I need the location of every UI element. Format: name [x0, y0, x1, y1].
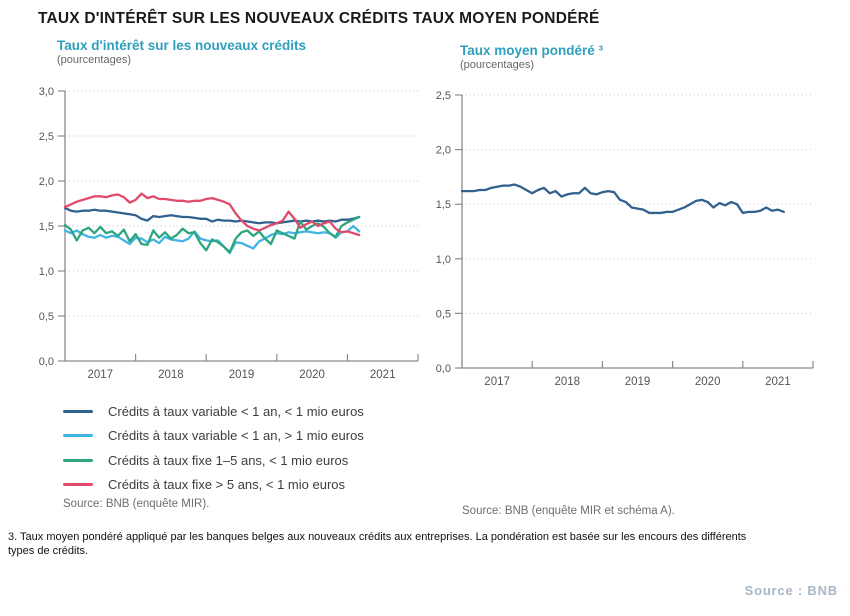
- legend-label: Crédits à taux fixe > 5 ans, < 1 mio eur…: [108, 477, 346, 493]
- x-tick-label: 2019: [625, 376, 651, 388]
- left-chart-legend: Crédits à taux variable < 1 an, < 1 mio …: [63, 399, 364, 497]
- y-tick-label: 0,0: [39, 356, 54, 368]
- x-tick-label: 2021: [370, 369, 396, 381]
- y-tick-label: 3,0: [39, 86, 54, 98]
- legend-item-variable-gt1mio: Crédits à taux variable < 1 an, > 1 mio …: [63, 424, 364, 449]
- x-tick-label: 2020: [299, 369, 325, 381]
- x-tick-label: 2017: [484, 376, 510, 388]
- legend-label: Crédits à taux variable < 1 an, < 1 mio …: [108, 403, 364, 419]
- y-tick-label: 1,0: [436, 254, 451, 266]
- legend-item-variable-lt1mio: Crédits à taux variable < 1 an, < 1 mio …: [63, 399, 364, 424]
- legend-item-fixe-1-5ans: Crédits à taux fixe 1–5 ans, < 1 mio eur…: [63, 448, 364, 473]
- x-tick-label: 2018: [158, 369, 184, 381]
- legend-swatch-navy: [63, 409, 93, 413]
- y-tick-label: 0,5: [436, 308, 451, 320]
- legend-swatch-cyan: [63, 434, 93, 438]
- x-tick-label: 2017: [88, 369, 114, 381]
- series-line-variable-lt1an-lt1mio: [63, 206, 361, 225]
- legend-label: Crédits à taux variable < 1 an, > 1 mio …: [108, 428, 364, 444]
- right-chart-unit-label: (pourcentages): [460, 59, 534, 71]
- series-line-fixe-1-5ans-lt1mio: [63, 215, 361, 254]
- footnote: 3. Taux moyen pondéré appliqué par les b…: [8, 531, 848, 558]
- left-line-chart: 0,0 0,5 1,0 1,5 2,0 2,5 3,0 2017 2018 2019 2020 202…: [39, 86, 419, 381]
- legend-item-fixe-gt5ans: Crédits à taux fixe > 5 ans, < 1 mio eur…: [63, 473, 364, 498]
- left-chart-title: Taux d'intérêt sur les nouveaux crédits: [57, 38, 307, 53]
- legend-swatch-red: [63, 483, 93, 487]
- x-tick-label: 2020: [695, 376, 721, 388]
- left-chart-unit-label: (pourcentages): [57, 54, 131, 66]
- series-line-taux-moyen-pondere: [460, 183, 785, 215]
- left-chart-source: Source: BNB (enquête MIR).: [63, 498, 210, 510]
- y-tick-label: 0,0: [436, 363, 451, 375]
- legend-label: Crédits à taux fixe 1–5 ans, < 1 mio eur…: [108, 452, 349, 468]
- right-chart-title: Taux moyen pondéré ³: [460, 43, 604, 58]
- footnote-line-2: types de crédits.: [8, 544, 89, 557]
- page-source: Source : BNB: [744, 583, 838, 598]
- right-chart-source: Source: BNB (enquête MIR et schéma A).: [462, 505, 675, 517]
- figure-title: TAUX D'INTÉRÊT SUR LES NOUVEAUX CRÉDITS …: [38, 10, 600, 27]
- y-tick-label: 1,5: [436, 199, 451, 211]
- footnote-line-1: 3. Taux moyen pondéré appliqué par les b…: [8, 531, 747, 543]
- legend-swatch-green: [63, 458, 93, 462]
- x-tick-label: 2018: [555, 376, 581, 388]
- right-line-chart: 0,0 0,5 1,0 1,5 2,0 2,5 2017 2018 2019 2020 2021: [436, 90, 814, 388]
- x-tick-label: 2019: [229, 369, 255, 381]
- y-tick-label: 1,0: [39, 266, 54, 278]
- y-tick-label: 2,5: [436, 90, 451, 102]
- series-line-fixe-gt5ans-lt1mio: [63, 192, 361, 237]
- x-tick-label: 2021: [765, 376, 791, 388]
- y-tick-label: 2,0: [436, 145, 451, 157]
- y-tick-label: 2,0: [39, 176, 54, 188]
- y-tick-label: 0,5: [39, 311, 54, 323]
- y-tick-label: 1,5: [39, 221, 54, 233]
- y-tick-label: 2,5: [39, 131, 54, 143]
